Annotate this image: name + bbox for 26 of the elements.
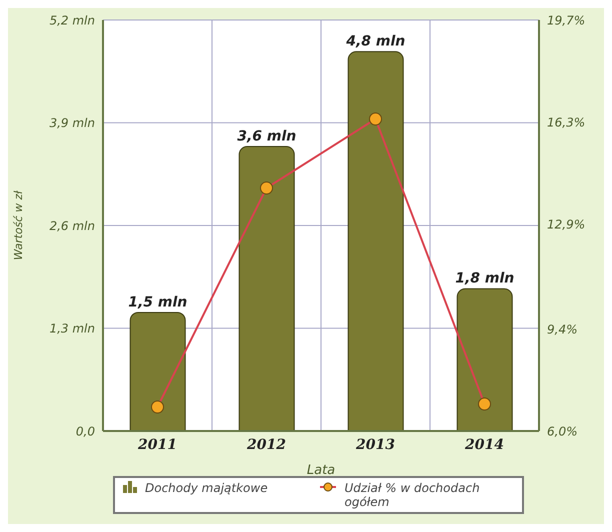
data-label: 3,6 mln bbox=[237, 128, 296, 144]
data-label: 4,8 mln bbox=[345, 34, 406, 50]
y2-tick-label: 6,0% bbox=[547, 424, 578, 438]
x-tick-label: 2013 bbox=[355, 436, 396, 453]
x-tick-label: 2014 bbox=[464, 436, 504, 453]
bar bbox=[130, 312, 186, 431]
y-tick-label: 0,0 bbox=[76, 424, 96, 438]
y2-tick-label: 19,7% bbox=[547, 13, 586, 28]
y2-tick-label: 12,9% bbox=[547, 217, 586, 232]
x-tick-label: 2012 bbox=[246, 436, 286, 453]
y-tick-label: 3,9 mln bbox=[49, 116, 95, 130]
x-tick-label: 2011 bbox=[137, 436, 177, 453]
bar bbox=[456, 288, 513, 431]
legend-label: Udział % w dochodach ogółem bbox=[344, 481, 481, 509]
bar bbox=[238, 146, 295, 431]
y-tick-label: 5,2 mln bbox=[49, 13, 95, 28]
y2-tick-label: 9,4% bbox=[547, 322, 578, 336]
data-label: 1,5 mln bbox=[128, 294, 188, 310]
y-tick-label: 1,3 mln bbox=[49, 322, 95, 336]
data-label: 1,8 mln bbox=[455, 270, 514, 287]
y2-tick-label: 16,3% bbox=[547, 115, 586, 130]
bar bbox=[348, 51, 404, 431]
x-axis-title: Lata bbox=[306, 463, 336, 478]
legend-label: Dochody majątkowe bbox=[145, 481, 268, 495]
y-axis-title: Wartość w zł bbox=[12, 190, 25, 260]
y-tick-label: 2,6 mln bbox=[49, 218, 95, 233]
